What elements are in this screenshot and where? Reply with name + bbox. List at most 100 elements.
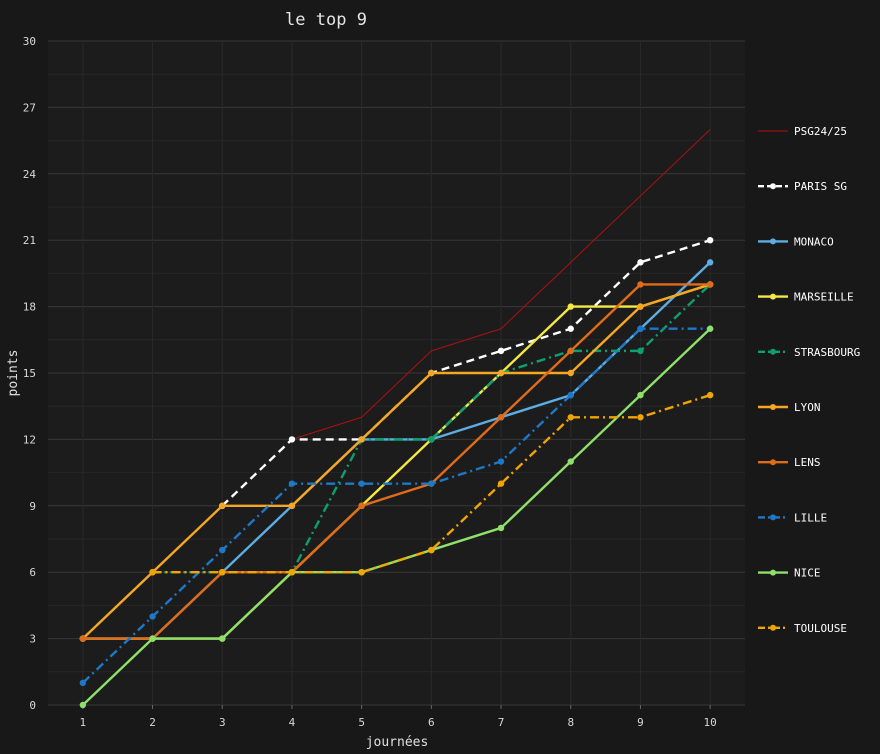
legend-item-toulouse: TOULOUSE [758,622,847,635]
y-tick-label: 18 [23,301,36,314]
x-tick-label: 7 [498,716,505,729]
x-tick-label: 1 [80,716,87,729]
data-point-paris-sg [637,259,644,266]
series-lille [79,325,714,687]
data-point-lyon [288,502,296,509]
y-tick-label: 3 [29,633,36,646]
series-toulouse [149,391,714,576]
x-tick-label: 5 [358,716,365,729]
legend-label: LILLE [794,511,827,524]
data-point-toulouse [149,569,156,576]
legend-label: TOULOUSE [794,622,847,635]
data-point-paris-sg [567,325,574,332]
data-point-lille [149,613,156,620]
legend-marker [770,569,776,576]
x-tick-label: 2 [149,716,156,729]
data-point-lens [497,414,505,421]
data-point-strasbourg [637,347,644,355]
data-point-lille [637,325,644,332]
legend-label: LYON [794,401,821,414]
y-tick-label: 21 [23,234,36,247]
legend-marker [770,183,776,190]
data-point-lille [497,458,505,465]
x-tick-label: 4 [289,716,296,729]
grid [48,40,745,706]
data-point-monaco [706,259,714,266]
data-point-lens [567,347,574,355]
series-line-lille [82,327,711,684]
series-psg24-25 [291,129,711,440]
chart-title: le top 9 [285,10,367,30]
data-point-nice [637,391,644,399]
data-point-nice [79,701,87,709]
data-point-paris-sg [288,436,296,443]
data-point-toulouse [706,391,714,399]
series-line-lens [82,283,711,640]
series-nice [79,325,714,709]
legend-marker [770,238,776,245]
x-axis-ticks: 1 2 3 4 5 6 7 8 9 10 [80,705,717,729]
legend-item-lens: LENS [758,456,821,469]
series-line-nice [82,327,711,706]
data-point-toulouse [428,546,435,554]
y-tick-label: 12 [23,433,36,446]
x-tick-label: 6 [428,716,435,729]
data-point-lens [79,635,87,642]
x-tick-label: 8 [567,716,574,729]
legend-marker [770,348,776,355]
data-point-toulouse [288,569,296,576]
data-point-lyon [358,436,365,443]
legend-marker [770,293,776,300]
legend-marker [770,459,776,466]
series-line-paris-sg [221,239,711,507]
data-point-lens [358,502,365,509]
data-point-toulouse [219,569,226,576]
legend-label: MONACO [794,235,834,248]
legend-label: LENS [794,456,821,469]
data-point-nice [567,458,574,465]
data-point-toulouse [358,569,365,576]
x-tick-label: 9 [637,716,644,729]
legend-marker [770,404,776,410]
data-point-paris-sg [497,347,505,355]
data-point-lille [567,391,574,399]
x-tick-label: 3 [219,716,226,729]
legend-item-paris-sg: PARIS SG [758,180,847,193]
y-tick-label: 15 [23,367,36,380]
series-line-lyon [82,283,711,640]
data-point-nice [149,635,156,642]
legend-marker [770,624,776,631]
legend-label: PARIS SG [794,180,847,193]
data-point-lyon [428,369,435,377]
data-point-lyon [497,369,505,377]
legend-label: PSG24/25 [794,125,847,138]
data-point-toulouse [567,414,574,421]
series-line-toulouse [152,393,711,574]
legend-item-nice: NICE [758,567,821,580]
data-point-paris-sg [706,237,714,244]
legend-item-lille: LILLE [758,511,827,524]
x-axis-title: journées [366,735,429,750]
y-tick-label: 0 [29,699,36,712]
data-point-lille [79,679,87,687]
series-line-psg24-25 [291,129,711,440]
legend-label: NICE [794,567,821,580]
data-point-lens [706,281,714,288]
data-point-marseille [567,303,574,310]
data-point-lille [288,480,296,487]
data-point-lyon [567,369,574,377]
y-tick-label: 24 [23,168,37,181]
series-line-strasbourg [82,283,711,640]
legend-item-psg24-25: PSG24/25 [758,125,847,138]
data-point-strasbourg [428,436,435,443]
data-point-nice [497,524,505,532]
y-tick-label: 27 [23,101,36,114]
y-tick-label: 9 [29,500,36,513]
data-point-lille [358,480,365,487]
data-point-nice [706,325,714,332]
legend-item-monaco: MONACO [758,235,834,248]
y-axis-ticks: 0 3 6 9 12 15 18 21 24 27 30 [23,35,37,712]
legend: PSG24/25 PARIS SG MONACO MARSEILLE STRASBOUR… [758,125,860,635]
y-tick-label: 6 [29,566,36,579]
